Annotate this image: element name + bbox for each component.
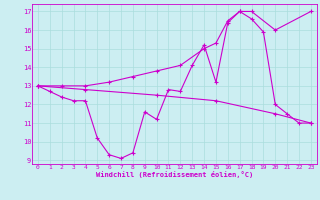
X-axis label: Windchill (Refroidissement éolien,°C): Windchill (Refroidissement éolien,°C)	[96, 171, 253, 178]
